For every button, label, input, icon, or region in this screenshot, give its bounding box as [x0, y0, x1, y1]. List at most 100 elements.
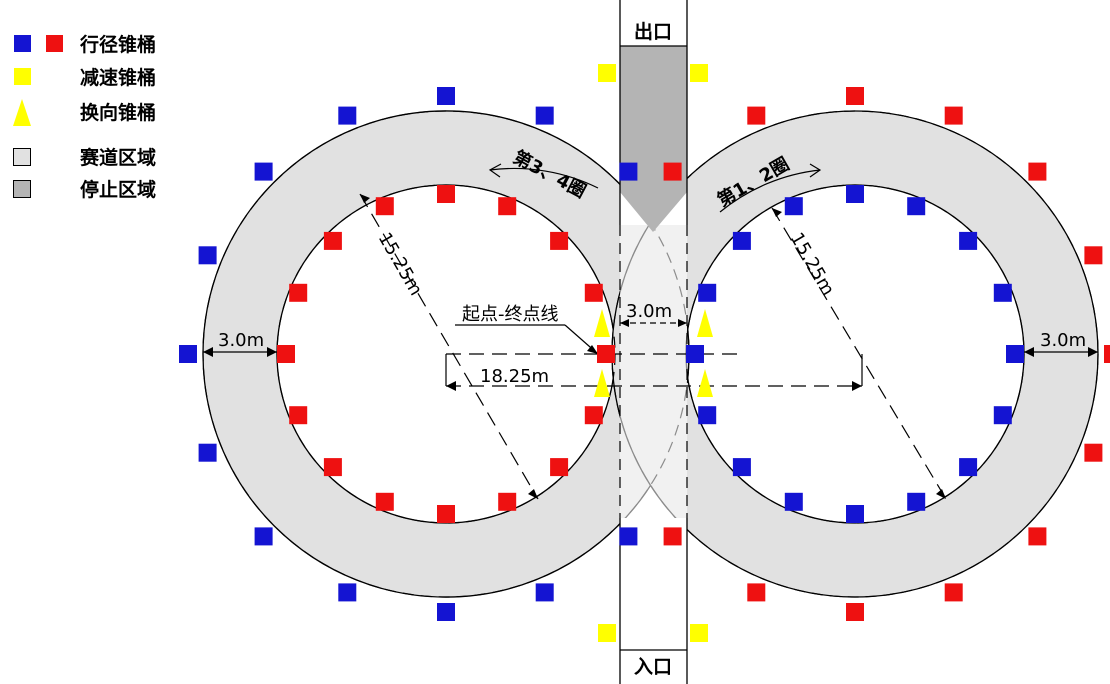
- red-cone: [944, 106, 963, 125]
- blue-cone: [698, 283, 717, 302]
- blue-cone: [338, 583, 357, 602]
- lane-white-bottom: [620, 518, 687, 684]
- blue-cone: [254, 162, 273, 181]
- left-radius-line: [359, 193, 539, 500]
- red-cone: [1104, 345, 1110, 363]
- legend-label: 换向锥桶: [80, 101, 156, 124]
- arrowhead: [587, 345, 598, 354]
- blue-cone: [907, 197, 926, 216]
- red-cone: [550, 231, 569, 250]
- legend-red-square: [46, 35, 63, 52]
- legend-label: 减速锥桶: [80, 66, 156, 89]
- left-width-label: 3.0m: [218, 330, 264, 351]
- legend-label: 赛道区域: [79, 146, 156, 169]
- blue-cone: [619, 162, 638, 181]
- legend-item-slow: 减速锥桶: [14, 66, 156, 89]
- blue-cone: [959, 458, 978, 477]
- center-distance-label: 18.25m: [480, 366, 549, 387]
- blue-cone: [535, 583, 554, 602]
- arrowhead: [852, 381, 862, 391]
- entrance-label: 入口: [634, 656, 672, 678]
- center-width-label: 3.0m: [626, 301, 672, 322]
- red-cone: [375, 492, 394, 511]
- arrowhead: [620, 319, 629, 327]
- legend-item-turn: 换向锥桶: [13, 99, 156, 126]
- blue-cone: [686, 345, 704, 363]
- blue-cone: [437, 87, 455, 105]
- blue-cone: [254, 527, 273, 546]
- red-cone: [323, 231, 342, 250]
- right-width-label: 3.0m: [1040, 330, 1086, 351]
- legend-label: 停止区域: [80, 178, 156, 201]
- legend-item-stop: 停止区域: [13, 178, 156, 201]
- red-cone: [375, 197, 394, 216]
- red-cone: [584, 283, 603, 302]
- arrowhead: [678, 319, 687, 327]
- legend-item-travel: 行径锥桶: [14, 33, 156, 56]
- arrowhead: [203, 347, 213, 357]
- red-cone: [437, 505, 455, 523]
- right-radius-line: [771, 207, 947, 500]
- legend-label: 行径锥桶: [79, 33, 156, 56]
- blue-cone: [535, 106, 554, 125]
- arrowhead: [936, 489, 946, 499]
- lap-arrow-right-arc: [719, 169, 821, 213]
- red-cone: [747, 583, 766, 602]
- arrowhead: [772, 208, 782, 217]
- blue-cone: [437, 603, 455, 621]
- red-cone: [1028, 162, 1047, 181]
- blue-cone: [198, 443, 217, 462]
- lane: 出口 入口: [619, 0, 688, 684]
- red-cone: [584, 406, 603, 425]
- red-cone: [323, 458, 342, 477]
- blue-cone: [619, 527, 638, 546]
- arrowhead: [1024, 347, 1034, 357]
- blue-cone: [993, 406, 1012, 425]
- yellow-slow-cone: [690, 64, 708, 82]
- arrowhead: [267, 347, 277, 357]
- red-cone: [1084, 246, 1103, 265]
- legend-yellow-triangle: [13, 99, 31, 126]
- stop-area: [620, 46, 687, 232]
- red-cone: [498, 492, 517, 511]
- right-radius-label: 15.25m: [786, 229, 839, 299]
- blue-cone: [784, 492, 803, 511]
- arrowheads: [203, 194, 1098, 499]
- red-cone: [944, 583, 963, 602]
- legend-blue-square: [14, 35, 31, 52]
- lap-arrowhead-left: [488, 163, 502, 178]
- red-cone: [846, 87, 864, 105]
- red-cone: [1084, 443, 1103, 462]
- left-radius-label: 15.25m: [374, 229, 427, 299]
- blue-cone: [784, 197, 803, 216]
- red-cone: [498, 197, 517, 216]
- blue-cone: [732, 458, 751, 477]
- arrowhead: [528, 489, 538, 499]
- red-cone: [663, 162, 682, 181]
- red-cone: [289, 283, 308, 302]
- blue-cone: [907, 492, 926, 511]
- blue-cone: [732, 231, 751, 250]
- blue-cone: [959, 231, 978, 250]
- blue-cone: [993, 283, 1012, 302]
- yellow-turn-cone: [594, 369, 610, 397]
- red-cone: [277, 345, 295, 363]
- yellow-turn-cone: [697, 369, 713, 397]
- yellow-turn-cone: [594, 309, 610, 337]
- start-finish-label: 起点-终点线: [462, 304, 559, 325]
- blue-cone: [338, 106, 357, 125]
- red-cone: [846, 603, 864, 621]
- cones: [179, 64, 1110, 642]
- yellow-slow-cone: [598, 64, 616, 82]
- blue-cone: [1006, 345, 1024, 363]
- lap-arrowhead-right: [809, 163, 822, 178]
- blue-cone: [846, 185, 864, 203]
- lap-arrow-left-arc: [489, 167, 599, 189]
- red-cone: [1028, 527, 1047, 546]
- red-cone: [437, 185, 455, 203]
- blue-cone: [179, 345, 197, 363]
- arrowhead: [360, 194, 370, 203]
- arrowhead: [446, 381, 456, 391]
- legend-yellow-square: [14, 68, 31, 85]
- red-cone: [550, 458, 569, 477]
